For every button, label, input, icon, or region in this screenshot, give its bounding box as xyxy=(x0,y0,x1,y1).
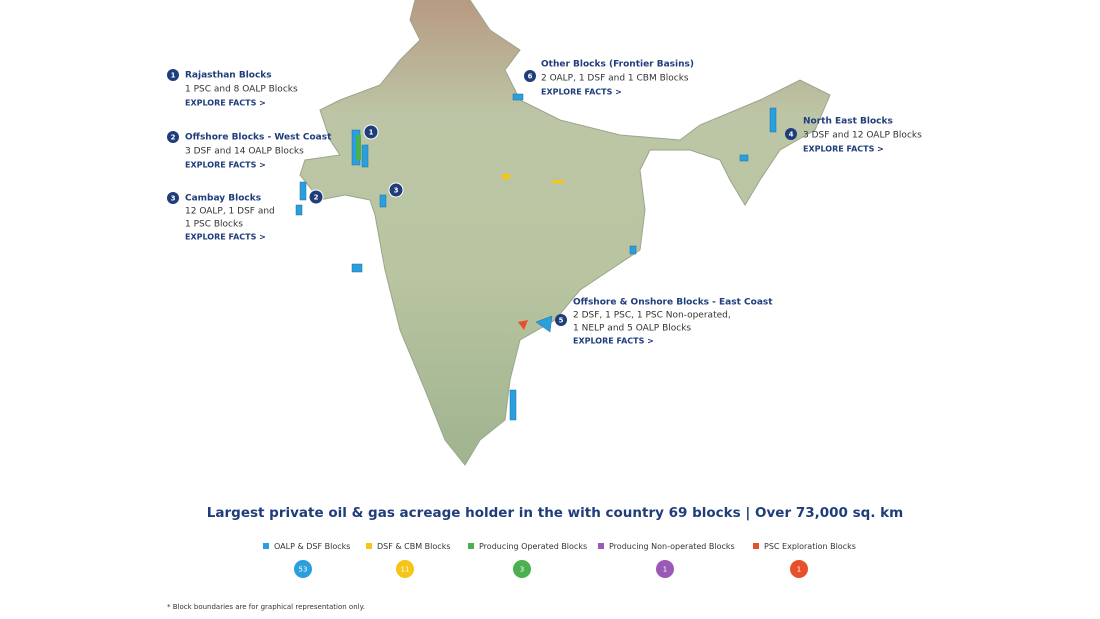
map-markers: 1 2 3 xyxy=(308,124,404,205)
count-badge xyxy=(790,560,808,578)
number: 3 xyxy=(171,195,176,203)
count: 1 xyxy=(663,566,667,574)
region-title: Rajasthan Blocks xyxy=(185,71,272,81)
map-marker xyxy=(308,189,324,205)
number: 1 xyxy=(171,72,176,80)
region-description: 3 DSF and 12 OALP Blocks xyxy=(803,131,922,141)
region-title: Offshore Blocks - West Coast xyxy=(185,133,332,143)
number-badge xyxy=(167,192,179,204)
number: 2 xyxy=(171,134,176,142)
explore-link[interactable]: EXPLORE FACTS > xyxy=(185,99,266,108)
region-title: Cambay Blocks xyxy=(185,194,261,204)
count-badge xyxy=(656,560,674,578)
map-marker-number: 3 xyxy=(394,187,399,195)
map-marker xyxy=(388,182,404,198)
legend-swatch xyxy=(753,543,759,549)
count-badge xyxy=(513,560,531,578)
count: 53 xyxy=(299,566,308,574)
legend-label: DSF & CBM Blocks xyxy=(377,542,451,551)
region-description: 1 PSC and 8 OALP Blocks xyxy=(185,85,298,95)
region-title: North East Blocks xyxy=(803,117,893,127)
count-badge xyxy=(396,560,414,578)
explore-link[interactable]: EXPLORE FACTS > xyxy=(185,233,266,242)
legend-swatch xyxy=(468,543,474,549)
region-description: 3 DSF and 14 OALP Blocks xyxy=(185,147,304,157)
number: 5 xyxy=(559,317,564,325)
legend-swatch xyxy=(366,543,372,549)
legend-label: Producing Non-operated Blocks xyxy=(609,542,735,551)
footnote: * Block boundaries are for graphical rep… xyxy=(167,603,365,611)
map-marker-number: 2 xyxy=(314,194,319,202)
number: 6 xyxy=(528,73,533,81)
region-description: 1 NELP and 5 OALP Blocks xyxy=(573,324,691,334)
count-badge xyxy=(294,560,312,578)
number-badge xyxy=(785,128,797,140)
india-map xyxy=(295,0,831,466)
legend-swatch xyxy=(598,543,604,549)
region-description: 2 DSF, 1 PSC, 1 PSC Non-operated, xyxy=(573,311,731,321)
number-badge xyxy=(555,314,567,326)
region-description: 1 PSC Blocks xyxy=(185,220,243,230)
explore-link[interactable]: EXPLORE FACTS > xyxy=(573,337,654,346)
count: 3 xyxy=(520,566,524,574)
legend-swatch xyxy=(263,543,269,549)
map-marker xyxy=(363,124,379,140)
map-marker-number: 1 xyxy=(369,129,374,137)
count: 11 xyxy=(401,566,410,574)
legend-label: PSC Exploration Blocks xyxy=(764,542,856,551)
number-badge xyxy=(167,69,179,81)
explore-link[interactable]: EXPLORE FACTS > xyxy=(541,88,622,97)
legend-label: OALP & DSF Blocks xyxy=(274,542,350,551)
explore-link[interactable]: EXPLORE FACTS > xyxy=(803,145,884,154)
region-description: 12 OALP, 1 DSF and xyxy=(185,207,275,217)
region-labels: 1 Rajasthan Blocks 1 PSC and 8 OALP Blocks… xyxy=(167,60,922,346)
explore-link[interactable]: EXPLORE FACTS > xyxy=(185,161,266,170)
region-description: 2 OALP, 1 DSF and 1 CBM Blocks xyxy=(541,74,689,84)
region-title: Other Blocks (Frontier Basins) xyxy=(541,60,694,70)
number-badge xyxy=(167,131,179,143)
number: 4 xyxy=(789,131,794,139)
count: 1 xyxy=(797,566,801,574)
legend-label: Producing Operated Blocks xyxy=(479,542,587,551)
region-title: Offshore & Onshore Blocks - East Coast xyxy=(573,298,773,308)
headline: Largest private oil & gas acreage holder… xyxy=(207,505,903,521)
number-badge xyxy=(524,70,536,82)
